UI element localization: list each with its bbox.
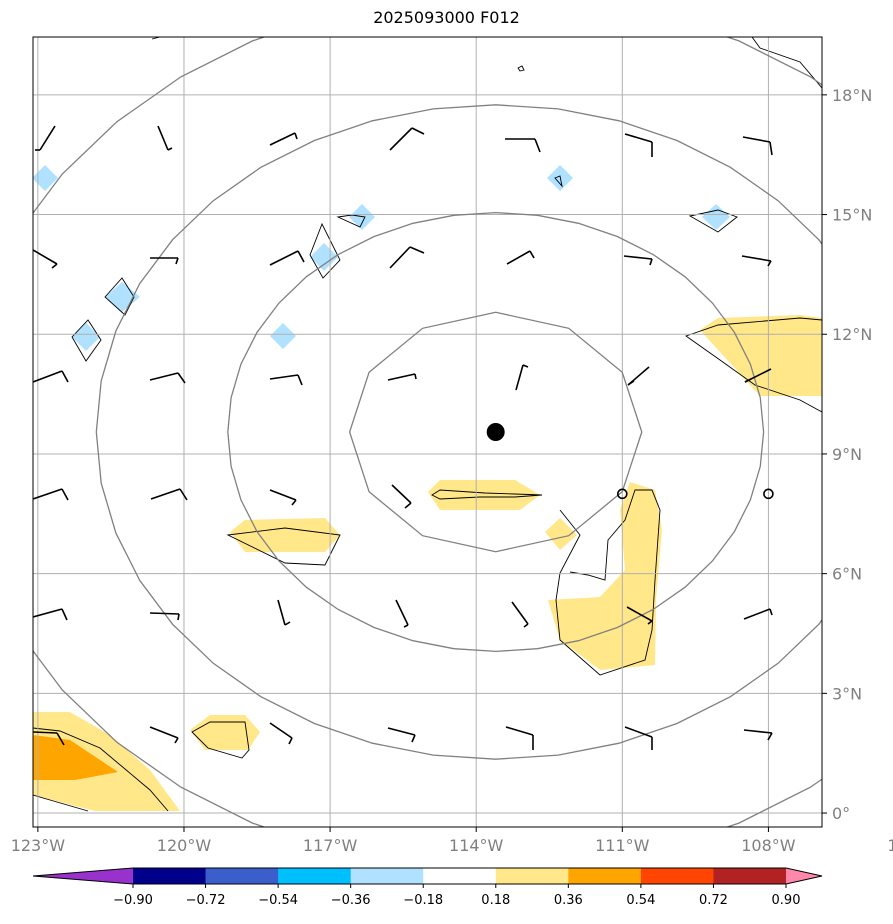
negative-anomaly-fill <box>33 165 730 351</box>
colorbar-tick-label: −0.72 <box>186 893 226 908</box>
colorbar-swatch <box>133 868 207 884</box>
wind-barb <box>269 250 305 266</box>
wind-barb <box>741 255 772 267</box>
lat-tick-label: 12°N <box>832 325 872 344</box>
colorbar-tick-label: 0.36 <box>554 893 583 908</box>
wind-barb <box>389 246 425 269</box>
colorbar-tick-label: −0.90 <box>113 893 153 908</box>
colorbar-labels: −0.90 −0.72 −0.54 −0.36 −0.18 0.18 0.36 0.54 0.7… <box>113 884 800 908</box>
wind-barb <box>33 370 69 383</box>
wind-barb <box>35 125 56 151</box>
lat-tick-label: 3°N <box>832 684 862 703</box>
wind-barb <box>269 722 293 745</box>
wind-barb <box>395 599 409 628</box>
wind-barb <box>624 133 653 157</box>
positive-anomaly-fill <box>33 315 822 811</box>
colorbar-swatch <box>423 868 497 884</box>
colorbar-tick-label: −0.54 <box>258 893 298 908</box>
lat-lon-grid <box>33 37 822 827</box>
lon-tick-label: 123°W <box>11 836 66 855</box>
wind-barb <box>623 255 653 266</box>
map-frame <box>32 36 823 828</box>
lon-tick-label: 120°W <box>157 836 212 855</box>
colorbar-extend-high <box>786 868 822 884</box>
lat-tick-label: 0° <box>832 804 850 823</box>
wind-barb <box>744 368 772 383</box>
range-ring <box>348 311 643 553</box>
longitude-ticks: 123°W 120°W 117°W 114°W 111°W 108°W 105°W <box>11 827 893 855</box>
wind-barb <box>33 488 69 501</box>
range-ring <box>33 37 822 827</box>
contour-lines <box>33 37 822 812</box>
colorbar-extend-low <box>33 868 133 884</box>
lon-tick-label: 105°W <box>887 836 893 855</box>
map-title: 2025093000 F012 <box>373 8 520 27</box>
lon-tick-label: 117°W <box>303 836 358 855</box>
wind-barb <box>391 484 412 509</box>
colorbar-tick-label: 0.54 <box>626 893 655 908</box>
wind-barb <box>149 612 180 621</box>
lat-tick-label: 9°N <box>832 445 862 464</box>
wind-barb <box>150 257 179 265</box>
range-ring <box>95 104 822 760</box>
colorbar-swatch <box>350 868 424 884</box>
range-ring <box>227 211 765 653</box>
wind-barb <box>742 136 773 156</box>
wind-barb <box>33 249 58 269</box>
colorbar-tick-label: 0.90 <box>772 893 801 908</box>
wind-barbs <box>33 125 773 750</box>
colorbar-tick-label: −0.18 <box>403 893 443 908</box>
map-plot-area <box>33 37 822 827</box>
wind-barb <box>743 729 773 741</box>
strong-positive-anomaly-fill <box>33 735 118 780</box>
wind-barb <box>269 489 297 506</box>
wind-barb <box>33 608 68 621</box>
wind-barb <box>269 132 298 146</box>
wind-barb <box>389 127 425 151</box>
colorbar-swatch <box>568 868 642 884</box>
colorbar-swatch <box>495 868 569 884</box>
calm-wind-markers <box>617 488 774 500</box>
wind-barb <box>387 373 417 381</box>
range-rings <box>33 37 822 827</box>
calm-marker <box>763 488 774 500</box>
latitude-ticks: 0° 3°N 6°N 9°N 12°N 15°N 18°N <box>822 86 872 823</box>
wind-barb <box>149 372 186 384</box>
lat-tick-label: 18°N <box>832 86 872 105</box>
wind-barb <box>626 606 653 625</box>
wind-barb <box>511 601 529 628</box>
storm-center-marker <box>486 423 505 441</box>
wind-barb <box>627 366 650 386</box>
lon-tick-label: 114°W <box>449 836 504 855</box>
lon-tick-label: 108°W <box>741 836 796 855</box>
wind-barb <box>505 726 534 750</box>
colorbar-swatch <box>713 868 787 884</box>
colorbar-swatch <box>640 868 714 884</box>
calm-marker <box>617 488 628 500</box>
wind-barb <box>515 364 529 391</box>
wind-barb <box>150 488 188 501</box>
wind-barb <box>269 374 303 386</box>
wind-barb <box>149 726 179 744</box>
lat-tick-label: 15°N <box>832 206 872 225</box>
colorbar-tick-label: −0.36 <box>331 893 371 908</box>
lon-tick-label: 111°W <box>595 836 650 855</box>
colorbar-tick-label: 0.72 <box>699 893 728 908</box>
wind-barb <box>506 250 535 265</box>
wind-barb <box>505 138 541 153</box>
wind-barb <box>277 599 291 626</box>
colorbar <box>32 867 823 885</box>
colorbar-tick-label: 0.18 <box>481 893 510 908</box>
wind-barb <box>743 608 773 620</box>
lat-tick-label: 6°N <box>832 565 862 584</box>
wind-barb <box>624 726 653 750</box>
colorbar-swatch <box>205 868 279 884</box>
wind-barb <box>33 731 65 746</box>
colorbar-swatch <box>278 868 352 884</box>
wind-barb <box>387 727 416 743</box>
wind-barb <box>157 125 173 151</box>
